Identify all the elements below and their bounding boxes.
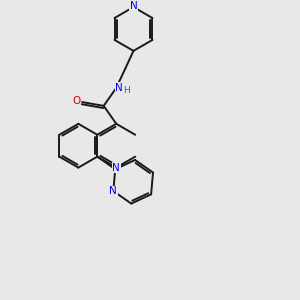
- Text: O: O: [72, 96, 80, 106]
- Text: N: N: [130, 1, 137, 11]
- Text: N: N: [112, 163, 120, 172]
- Text: N: N: [116, 83, 123, 93]
- Text: H: H: [123, 86, 130, 95]
- Text: N: N: [110, 186, 117, 196]
